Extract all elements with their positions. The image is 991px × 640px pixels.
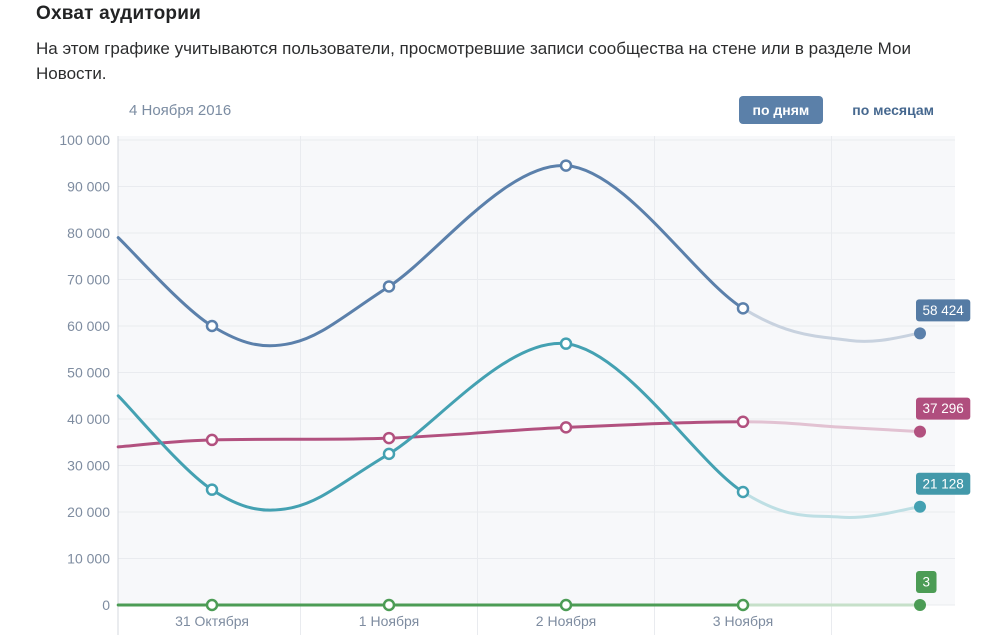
current-point-green[interactable] [914, 598, 926, 611]
series-line-pink [116, 420, 745, 449]
y-axis-label: 30 000 [67, 458, 110, 474]
tab-by-days[interactable]: по дням [738, 96, 824, 124]
data-point-marker-pink[interactable] [559, 421, 573, 434]
y-axis-label: 40 000 [67, 411, 110, 427]
data-point-marker-teal[interactable] [559, 337, 573, 350]
value-badge-box [916, 397, 971, 420]
period-tabs: по дням по месяцам [738, 96, 949, 124]
data-point-marker-pink[interactable] [382, 431, 396, 445]
current-point-pink[interactable] [914, 425, 926, 438]
series-line-faded-blue [741, 306, 922, 343]
y-axis-label: 100 000 [59, 132, 110, 148]
y-axis-label: 20 000 [67, 504, 110, 520]
data-point-marker-pink[interactable] [736, 415, 750, 429]
reach-chart-canvas[interactable]: 0 10 000 20 000 30 000 40 000 50 000 60 000 70 … [0, 130, 991, 635]
x-axis-label: 31 Октября [175, 613, 249, 629]
tab-by-months[interactable]: по месяцам [838, 96, 948, 124]
y-axis-label: 80 000 [67, 225, 110, 241]
data-point-marker-blue[interactable] [205, 319, 219, 333]
y-axis-label: 10 000 [67, 551, 110, 567]
page-title: Охват аудитории [36, 3, 201, 24]
value-badge-green: 3 [916, 570, 937, 593]
y-axis-label: 90 000 [67, 179, 110, 195]
plot-background [118, 136, 955, 605]
y-axis-label: 70 000 [67, 272, 110, 288]
page-description: На этом графике учитываются пользователи… [36, 39, 911, 83]
chart-controls: 4 Ноября 2016 по дням по месяцам [0, 96, 991, 130]
y-axis-label: 60 000 [67, 318, 110, 334]
reach-chart[interactable]: 0 10 000 20 000 30 000 40 000 50 000 60 000 70 … [0, 130, 991, 635]
value-badge-text: 58 424 [923, 303, 965, 318]
value-badge-pink: 37 296 [916, 397, 971, 420]
value-badge-teal: 21 128 [916, 472, 971, 495]
data-point-marker-teal[interactable] [736, 485, 750, 499]
data-point-marker-teal[interactable] [205, 483, 219, 496]
y-axis-label: 50 000 [67, 365, 110, 381]
data-point-marker-blue[interactable] [736, 302, 750, 315]
x-axis-label: 2 Ноября [536, 613, 596, 629]
x-axis-label: 3 Ноября [713, 613, 773, 629]
value-badge-box [916, 570, 937, 593]
data-point-marker-blue[interactable] [382, 280, 396, 293]
data-point-marker-blue[interactable] [559, 159, 573, 172]
data-point-marker-green[interactable] [736, 598, 750, 612]
data-point-marker-green[interactable] [382, 598, 396, 612]
value-badge-box [916, 299, 971, 322]
current-point-teal[interactable] [914, 500, 926, 513]
value-badge-text: 21 128 [923, 476, 964, 491]
current-point-blue[interactable] [914, 327, 926, 340]
data-point-marker-green[interactable] [559, 598, 573, 612]
value-badge-blue: 58 424 [916, 299, 971, 322]
series-line-faded-teal [741, 490, 922, 519]
data-point-marker-teal[interactable] [382, 447, 396, 461]
series-pink [116, 415, 922, 449]
value-badge-text: 37 296 [923, 401, 964, 416]
series-line-faded-pink [741, 420, 922, 434]
value-badge-box [916, 472, 971, 495]
value-badge-text: 3 [923, 574, 931, 589]
series-teal [116, 337, 922, 519]
y-axis-label: 0 [102, 597, 110, 613]
data-point-marker-green[interactable] [205, 598, 219, 612]
selected-date-label: 4 Ноября 2016 [129, 102, 232, 119]
series-green [116, 598, 922, 612]
data-point-marker-pink[interactable] [205, 433, 219, 447]
x-axis-label: 1 Ноября [359, 613, 419, 629]
series-blue [116, 159, 922, 348]
